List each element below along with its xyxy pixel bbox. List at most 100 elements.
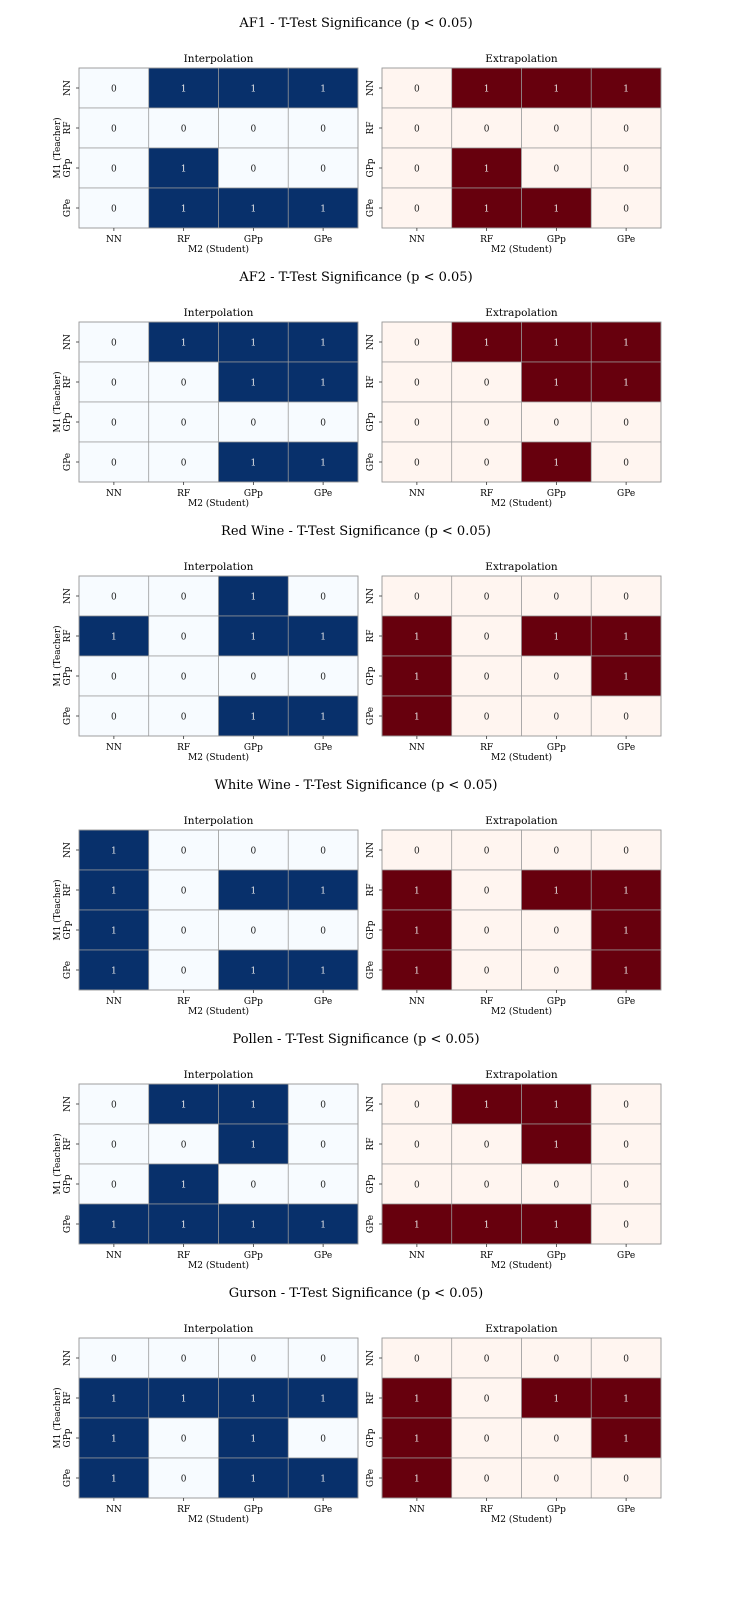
- panel-frame: [381, 575, 662, 737]
- heatmap-cell: [148, 655, 219, 697]
- heatmap-cell: [287, 361, 359, 403]
- x-tick-label: GPe: [617, 997, 635, 1007]
- heatmap-cell: [287, 949, 359, 991]
- x-axis-label: M2 (Student): [491, 498, 552, 509]
- x-tick-label: GPp: [244, 1505, 263, 1515]
- y-tick-label: NN: [63, 80, 73, 96]
- cell-value: 1: [414, 1221, 420, 1231]
- heatmap-cell: [78, 1377, 150, 1419]
- cell-value: 1: [414, 967, 420, 977]
- figure-title: AF2 - T-Test Significance (p < 0.05): [238, 270, 472, 285]
- cell-value: 0: [554, 1355, 560, 1365]
- panel-title: Extrapolation: [485, 307, 558, 319]
- heatmap-cell: [148, 615, 219, 657]
- y-tick-label: NN: [366, 842, 376, 858]
- x-tick-label: GPp: [547, 997, 566, 1007]
- cell-value: 1: [181, 165, 187, 175]
- heatmap-panel: Extrapolation 0 0 0 0 1 0 1 1 1 0 0 1 1 0 0 0 NN NN RF RF GPp…: [366, 1323, 662, 1525]
- cell-value: 0: [414, 205, 420, 215]
- cell-value: 1: [251, 1475, 257, 1485]
- cell-value: 0: [623, 1475, 629, 1485]
- cell-value: 0: [484, 1355, 490, 1365]
- heatmap-cell: [381, 1377, 453, 1419]
- cell-value: 0: [111, 85, 117, 95]
- cell-value: 0: [251, 847, 257, 857]
- heatmap-cell: [451, 67, 522, 109]
- panel-frame: [381, 321, 662, 483]
- cell-value: 1: [623, 927, 629, 937]
- panel-title: Interpolation: [184, 561, 254, 573]
- y-tick-label: GPe: [63, 707, 73, 725]
- x-tick-label: NN: [409, 235, 425, 245]
- cell-value: 0: [623, 1101, 629, 1111]
- heatmap-cell: [218, 655, 289, 697]
- y-tick-label: RF: [366, 1137, 376, 1150]
- heatmap-panel: Interpolation 0 1 1 0 0 0 1 0 0 1 0 0 1 1 1 1 NN NN RF RF GPp…: [52, 1069, 359, 1271]
- x-axis-label: M2 (Student): [188, 244, 249, 255]
- heatmap-cell: [218, 1123, 289, 1165]
- cell-value: 1: [111, 927, 117, 937]
- heatmap-cell: [590, 1377, 662, 1419]
- cell-value: 0: [623, 1181, 629, 1191]
- figure-block: AF1 - T-Test Significance (p < 0.05) Inte…: [52, 16, 662, 255]
- x-tick-label: RF: [177, 1505, 190, 1515]
- y-tick-label: GPp: [63, 920, 73, 939]
- x-tick-label: GPe: [617, 743, 635, 753]
- heatmap-cell: [287, 67, 359, 109]
- cell-value: 0: [554, 927, 560, 937]
- panel-frame: [78, 1083, 359, 1245]
- heatmap-cell: [381, 361, 453, 403]
- heatmap-cell: [590, 1083, 662, 1125]
- heatmap-cell: [521, 1377, 592, 1419]
- cell-value: 0: [414, 1181, 420, 1191]
- cell-value: 1: [554, 887, 560, 897]
- y-tick-label: RF: [63, 375, 73, 388]
- heatmap-cell: [218, 1163, 289, 1205]
- heatmap-cell: [521, 321, 592, 363]
- heatmap-cell: [148, 147, 219, 189]
- x-tick-label: GPp: [547, 489, 566, 499]
- heatmap-cell: [78, 909, 150, 951]
- cell-value: 0: [181, 633, 187, 643]
- cell-value: 1: [251, 1141, 257, 1151]
- x-tick-label: GPp: [244, 235, 263, 245]
- cell-value: 0: [181, 887, 187, 897]
- heatmap-cell: [148, 909, 219, 951]
- panel-title: Interpolation: [184, 815, 254, 827]
- cell-value: 0: [554, 713, 560, 723]
- cell-value: 0: [414, 85, 420, 95]
- cell-value: 0: [484, 593, 490, 603]
- heatmap-panel: Extrapolation 0 1 1 1 0 0 1 1 0 0 0 0 0 0 1 0 NN NN RF RF GPp…: [366, 307, 662, 509]
- cell-value: 0: [320, 1141, 326, 1151]
- y-tick-label: RF: [366, 1391, 376, 1404]
- x-tick-label: GPe: [314, 997, 332, 1007]
- cell-value: 1: [554, 379, 560, 389]
- y-tick-label: NN: [63, 1096, 73, 1112]
- y-tick-label: RF: [366, 375, 376, 388]
- heatmap-cell: [451, 1457, 522, 1499]
- cell-value: 0: [320, 927, 326, 937]
- y-axis-label: M1 (Teacher): [52, 879, 63, 940]
- heatmap-cell: [521, 575, 592, 617]
- cell-value: 0: [111, 593, 117, 603]
- cell-value: 1: [111, 967, 117, 977]
- y-tick-label: GPe: [366, 707, 376, 725]
- cell-value: 0: [251, 927, 257, 937]
- y-axis-label: M1 (Teacher): [52, 371, 63, 432]
- heatmap-cell: [287, 1083, 359, 1125]
- cell-value: 0: [414, 1141, 420, 1151]
- figure-title: AF1 - T-Test Significance (p < 0.05): [238, 16, 472, 31]
- cell-value: 1: [484, 1221, 490, 1231]
- x-axis-label: M2 (Student): [188, 498, 249, 509]
- x-axis-label: M2 (Student): [491, 1006, 552, 1017]
- cell-value: 1: [251, 339, 257, 349]
- x-axis-label: M2 (Student): [491, 752, 552, 763]
- cell-value: 0: [414, 165, 420, 175]
- heatmap-panel: Interpolation 0 0 1 0 1 0 1 1 0 0 0 0 0 0 1 1 NN NN RF RF GPp…: [52, 561, 359, 763]
- cell-value: 0: [484, 1395, 490, 1405]
- cell-value: 1: [320, 967, 326, 977]
- cell-value: 0: [623, 1221, 629, 1231]
- cell-value: 1: [484, 1101, 490, 1111]
- heatmap-panel: Interpolation 0 1 1 1 0 0 0 0 0 1 0 0 0 1 1 1 NN NN RF RF GPp…: [52, 53, 359, 255]
- x-tick-label: RF: [480, 743, 493, 753]
